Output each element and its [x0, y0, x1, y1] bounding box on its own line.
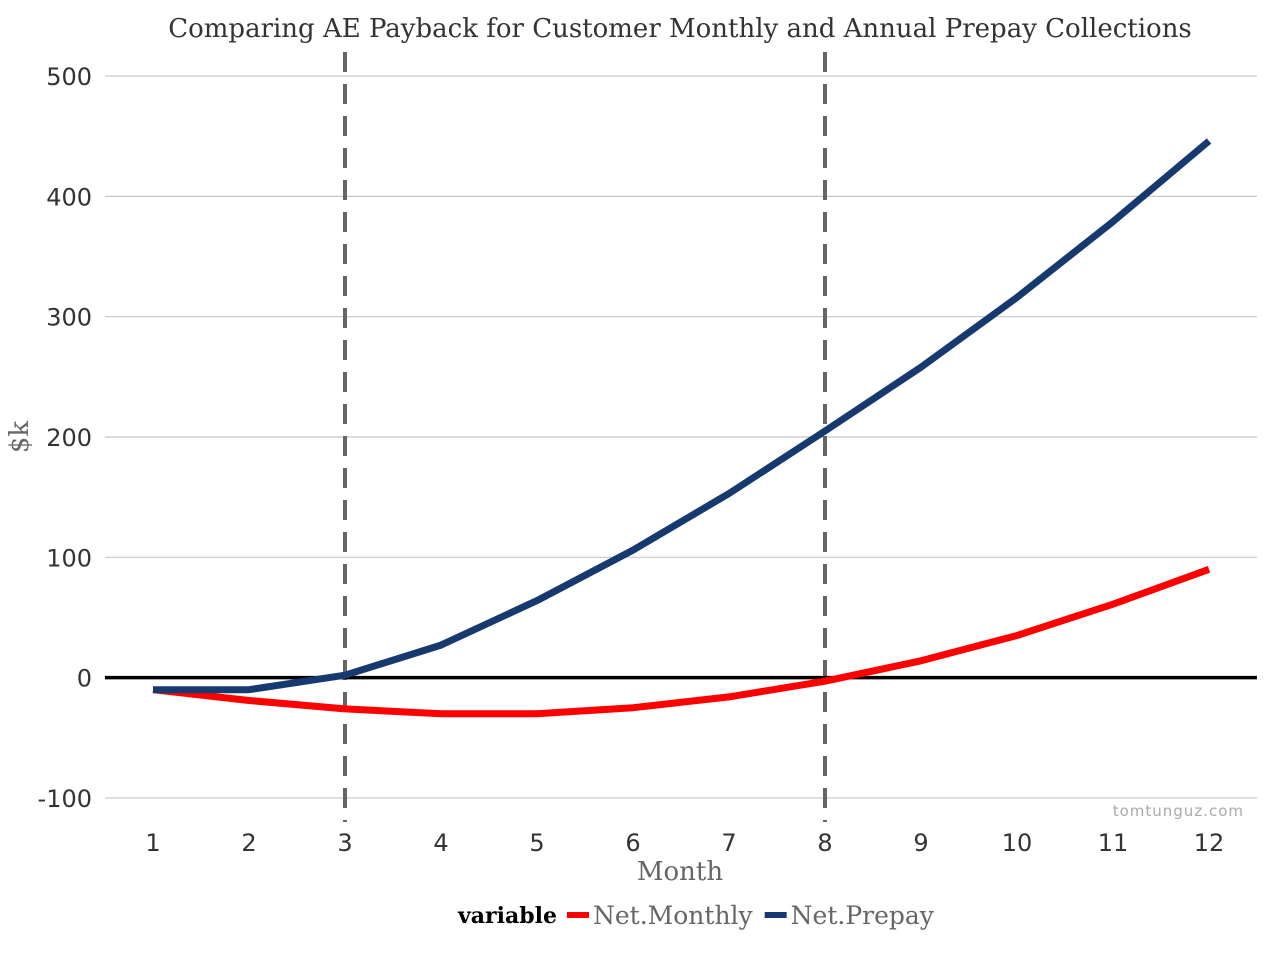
chart-title: Comparing AE Payback for Customer Monthl…	[168, 14, 1192, 44]
reference-vertical-lines	[343, 52, 827, 822]
x-tick-label: 7	[721, 829, 736, 857]
gridlines	[105, 75, 1257, 799]
x-tick-label: 12	[1194, 829, 1225, 857]
x-tick-label: 4	[433, 829, 448, 857]
x-tick-label: 10	[1002, 829, 1033, 857]
series-line-net-monthly	[152, 566, 1211, 718]
y-tick-label: -100	[38, 785, 92, 813]
x-tick-label: 9	[913, 829, 928, 857]
legend-title: variable	[457, 903, 557, 929]
series-lines	[152, 138, 1212, 718]
legend-label: Net.Prepay	[791, 901, 935, 930]
x-axis-label: Month	[637, 857, 723, 887]
x-tick-label: 11	[1098, 829, 1129, 857]
y-axis-label: $k	[5, 421, 35, 454]
x-tick-labels: 1 2 3 4 5 6 7 8 9 10 11 12	[145, 829, 1224, 857]
y-tick-label: 100	[46, 544, 92, 572]
legend: variable Net.Monthly Net.Prepay	[457, 901, 935, 930]
y-tick-label: 0	[77, 665, 92, 693]
x-tick-label: 6	[625, 829, 640, 857]
y-tick-labels: -100 0 100 200 300 400 500	[38, 63, 92, 813]
y-tick-label: 500	[46, 63, 92, 91]
series-line-net-prepay	[153, 138, 1212, 694]
x-tick-label: 8	[817, 829, 832, 857]
x-tick-label: 1	[145, 829, 160, 857]
x-tick-label: 5	[529, 829, 544, 857]
y-tick-label: 200	[46, 424, 92, 452]
x-tick-label: 3	[337, 829, 352, 857]
watermark: tomtunguz.com	[1113, 802, 1244, 820]
legend-label: Net.Monthly	[593, 901, 754, 930]
x-tick-label: 2	[241, 829, 256, 857]
y-tick-label: 400	[46, 183, 92, 211]
y-tick-label: 300	[46, 304, 92, 332]
